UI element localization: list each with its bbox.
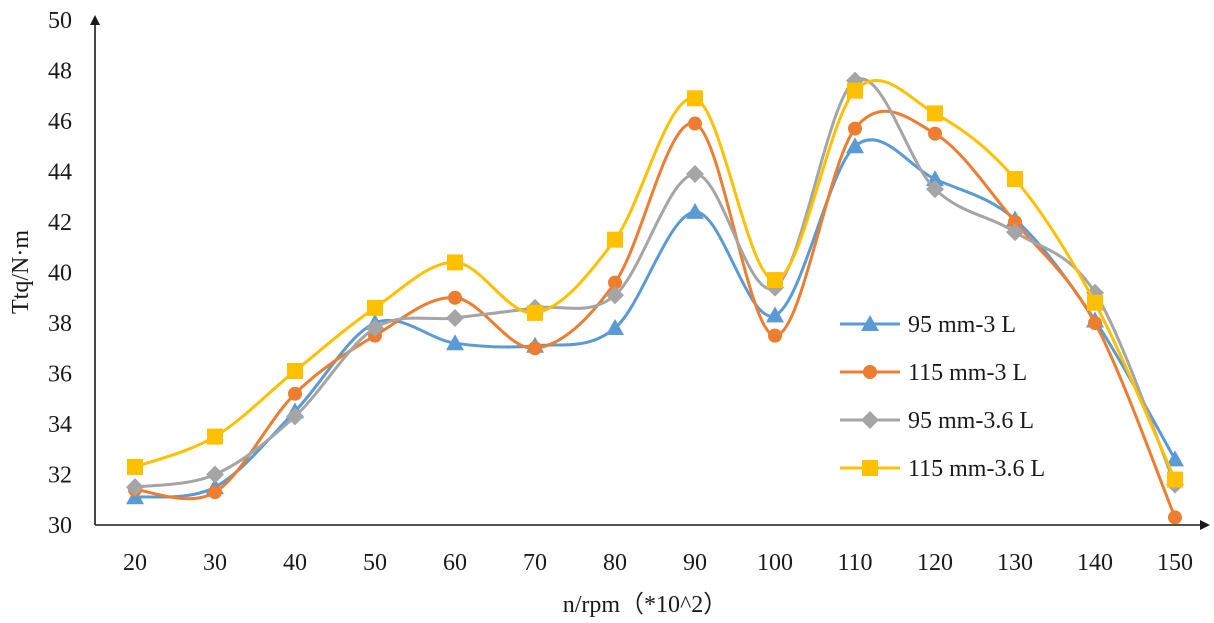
data-point-triangle xyxy=(846,137,864,154)
data-point-triangle xyxy=(1166,450,1184,467)
y-tick-label: 46 xyxy=(48,109,72,135)
legend-item: 95 mm-3.6 L xyxy=(840,408,1034,434)
data-point-circle xyxy=(608,275,622,290)
y-tick-label: 48 xyxy=(48,59,72,85)
data-point-square xyxy=(447,254,463,271)
y-axis-label: Ttq/N·m xyxy=(8,230,34,314)
series-layer xyxy=(126,71,1184,525)
data-point-circle xyxy=(1168,510,1182,525)
data-point-diamond xyxy=(126,478,144,497)
data-point-diamond xyxy=(366,319,384,338)
y-tick-label: 38 xyxy=(48,311,72,337)
data-point-diamond xyxy=(686,165,704,184)
x-tick-label: 150 xyxy=(1157,550,1193,576)
data-point-square xyxy=(207,428,223,445)
data-point-circle xyxy=(768,328,782,343)
series-circle xyxy=(128,109,1182,525)
axes xyxy=(90,15,1210,530)
legend-label: 95 mm-3.6 L xyxy=(908,408,1034,434)
x-tick-label: 30 xyxy=(203,550,227,576)
data-point-square xyxy=(527,304,543,321)
y-tick-label: 32 xyxy=(48,463,72,489)
data-point-square xyxy=(1087,294,1103,311)
data-point-triangle xyxy=(446,334,464,351)
x-tick-label: 120 xyxy=(917,550,953,576)
data-point-circle xyxy=(528,341,542,356)
x-tick-label: 70 xyxy=(523,550,547,576)
y-tick-label: 30 xyxy=(48,513,72,539)
legend-item: 95 mm-3 L xyxy=(840,312,1016,338)
data-point-square xyxy=(847,82,863,99)
data-point-diamond xyxy=(286,407,304,426)
data-point-diamond xyxy=(1006,223,1024,242)
x-tick-label: 40 xyxy=(283,550,307,576)
data-point-circle xyxy=(688,116,702,131)
data-point-square xyxy=(607,231,623,248)
legend-label: 115 mm-3.6 L xyxy=(908,456,1045,482)
data-point-circle xyxy=(1008,215,1022,229)
legend-marker-circle xyxy=(863,365,877,379)
y-tick-label: 50 xyxy=(48,8,72,34)
data-point-diamond xyxy=(606,286,624,305)
legend-marker-square xyxy=(862,460,878,476)
y-tick-label: 40 xyxy=(48,261,72,287)
data-point-square xyxy=(367,299,383,316)
x-tick-label: 20 xyxy=(123,550,147,576)
data-point-circle xyxy=(208,485,222,500)
data-point-square xyxy=(687,90,703,107)
legend-label: 115 mm-3 L xyxy=(908,360,1027,386)
legend-marker-diamond xyxy=(861,411,879,429)
x-axis-label: n/rpm（*10^2） xyxy=(563,592,728,618)
x-tick-label: 140 xyxy=(1077,550,1113,576)
series-square xyxy=(127,78,1183,488)
y-tick-label: 44 xyxy=(48,160,72,186)
data-point-triangle xyxy=(606,319,624,336)
data-point-diamond xyxy=(206,465,224,484)
data-point-square xyxy=(287,362,303,379)
x-tick-labels: 20 30 40 50 60 70 80 90 100 110 120 130 140 150 xyxy=(123,550,1193,576)
x-tick-label: 60 xyxy=(443,550,467,576)
x-tick-label: 90 xyxy=(683,550,707,576)
data-point-circle xyxy=(928,126,942,141)
data-point-diamond xyxy=(926,180,944,199)
x-tick-label: 100 xyxy=(757,550,793,576)
y-tick-label: 36 xyxy=(48,362,72,388)
y-tick-labels: 30 32 34 36 38 40 42 44 46 48 50 xyxy=(48,8,72,539)
data-point-diamond xyxy=(446,308,464,327)
data-point-square xyxy=(767,272,783,289)
data-point-square xyxy=(127,458,143,475)
series-line xyxy=(134,138,1177,499)
data-point-circle xyxy=(1088,316,1102,330)
legend-label: 95 mm-3 L xyxy=(908,312,1016,338)
data-point-square xyxy=(927,105,943,122)
legend-item: 115 mm-3 L xyxy=(840,360,1027,386)
data-point-circle xyxy=(448,290,462,305)
legend-marker-triangle xyxy=(861,315,879,331)
data-point-triangle xyxy=(766,306,784,323)
y-tick-label: 42 xyxy=(48,210,72,236)
x-tick-label: 80 xyxy=(603,550,627,576)
data-point-square xyxy=(1167,471,1183,488)
x-tick-label: 130 xyxy=(997,550,1033,576)
data-point-circle xyxy=(848,121,862,136)
data-point-square xyxy=(1007,171,1023,188)
legend: 95 mm-3 L 115 mm-3 L 95 mm-3.6 L 115 mm-3.6… xyxy=(840,312,1045,482)
legend-item: 115 mm-3.6 L xyxy=(840,456,1045,482)
x-tick-label: 110 xyxy=(837,550,872,576)
data-point-triangle xyxy=(686,202,704,219)
x-tick-label: 50 xyxy=(363,550,387,576)
data-point-circle xyxy=(288,386,302,401)
y-tick-label: 34 xyxy=(48,412,72,438)
